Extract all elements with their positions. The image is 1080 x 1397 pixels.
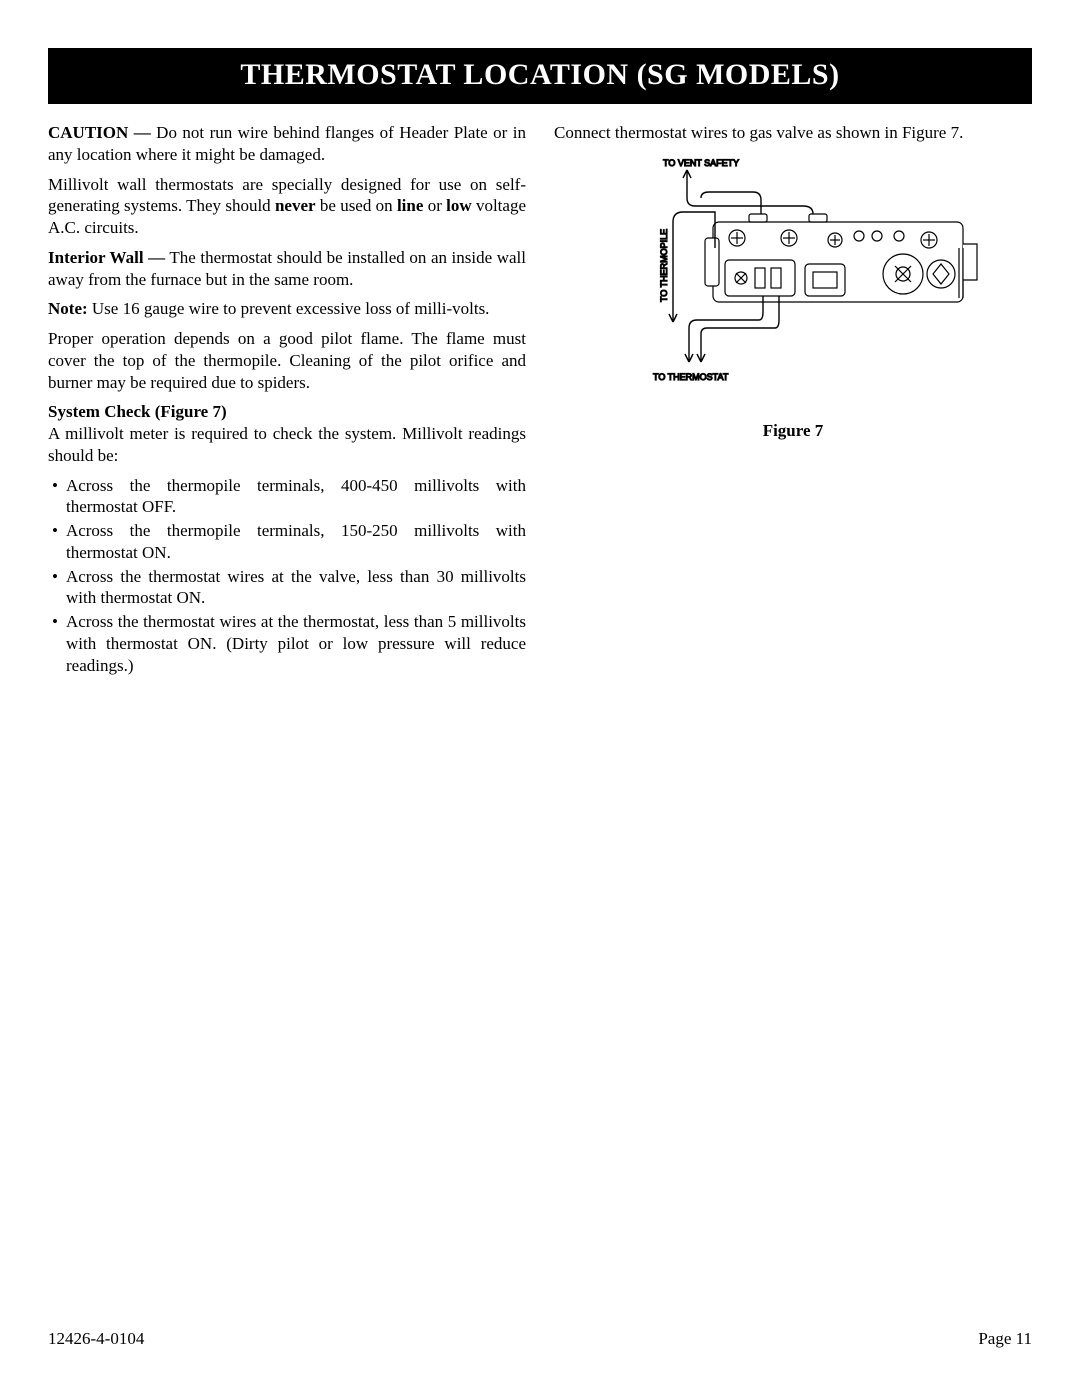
para2-never: never	[275, 196, 316, 215]
system-check-intro: A millivolt meter is required to check t…	[48, 423, 526, 467]
thermostat-label: TO THERMOSTAT	[653, 372, 729, 382]
millivolt-paragraph: Millivolt wall thermostats are specially…	[48, 174, 526, 239]
list-item: Across the thermostat wires at the therm…	[48, 611, 526, 676]
doc-number: 12426-4-0104	[48, 1329, 144, 1349]
list-item: Across the thermostat wires at the valve…	[48, 566, 526, 610]
note-text: Use 16 gauge wire to prevent excessive l…	[88, 299, 490, 318]
figure-caption: Figure 7	[554, 420, 1032, 442]
connect-paragraph: Connect thermostat wires to gas valve as…	[554, 122, 1032, 144]
page-footer: 12426-4-0104 Page 11	[48, 1329, 1032, 1349]
caution-label: CAUTION —	[48, 123, 151, 142]
para2-c: or	[423, 196, 446, 215]
interior-label: Interior Wall —	[48, 248, 165, 267]
note-label: Note:	[48, 299, 88, 318]
list-item: Across the thermopile terminals, 150-250…	[48, 520, 526, 564]
section-title: THERMOSTAT LOCATION (SG MODELS)	[48, 48, 1032, 104]
list-item: Across the thermopile terminals, 400-450…	[48, 475, 526, 519]
para2-b: be used on	[316, 196, 397, 215]
para2-low: low	[446, 196, 472, 215]
syscheck-label: System Check (Figure 7)	[48, 402, 227, 421]
system-check-heading: System Check (Figure 7)	[48, 401, 526, 423]
vent-safety-label: TO VENT SAFETY	[663, 158, 739, 168]
gas-valve-diagram: TO VENT SAFETY	[603, 152, 983, 412]
content-columns: CAUTION — Do not run wire behind flanges…	[48, 122, 1032, 678]
figure-7: TO VENT SAFETY	[554, 152, 1032, 442]
interior-wall-paragraph: Interior Wall — The thermostat should be…	[48, 247, 526, 291]
para2-line: line	[397, 196, 423, 215]
note-paragraph: Note: Use 16 gauge wire to prevent exces…	[48, 298, 526, 320]
page-number: Page 11	[978, 1329, 1032, 1349]
caution-paragraph: CAUTION — Do not run wire behind flanges…	[48, 122, 526, 166]
right-column: Connect thermostat wires to gas valve as…	[554, 122, 1032, 678]
pilot-flame-paragraph: Proper operation depends on a good pilot…	[48, 328, 526, 393]
thermopile-label: TO THERMOPILE	[659, 229, 669, 302]
system-check-list: Across the thermopile terminals, 400-450…	[48, 475, 526, 677]
left-column: CAUTION — Do not run wire behind flanges…	[48, 122, 526, 678]
